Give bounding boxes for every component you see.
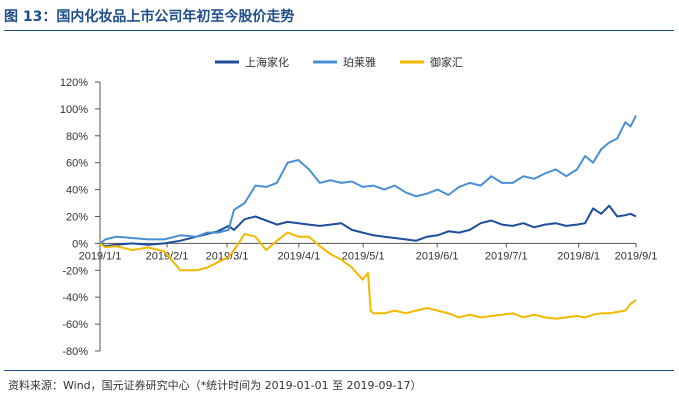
x-tick-label: 2019/3/1 (206, 250, 249, 262)
y-axis: 120% 100% 80% 60% 40% 20% 0% -20% -40% -60% -80% (60, 77, 101, 358)
x-tick-label: 2019/9/1 (615, 250, 658, 262)
source-note: 资料来源：Wind，国元证券研究中心（*统计时间为 2019-01-01 至 2… (8, 379, 422, 392)
x-tick-label: 2019/1/1 (79, 250, 122, 262)
series-line-御家汇 (99, 231, 637, 320)
x-tick-label: 2019/6/1 (416, 250, 459, 262)
x-tick-label: 2019/8/1 (557, 250, 600, 262)
x-tick-label: 2019/7/1 (485, 250, 528, 262)
legend-label: 上海家化 (245, 55, 289, 69)
series-line-上海家化 (99, 204, 637, 248)
footer-divider (4, 370, 674, 371)
chart-legend: 上海家化 珀莱雅 御家汇 (215, 55, 463, 69)
y-tick-label: 80% (66, 131, 88, 143)
x-axis: 2019/1/1 2019/2/1 2019/3/1 2019/4/1 2019/5/1… (79, 242, 658, 262)
x-tick-label: 2019/2/1 (146, 250, 189, 262)
x-tick-label: 2019/4/1 (277, 250, 320, 262)
y-tick-label: 40% (66, 185, 88, 197)
y-tick-label: -60% (62, 319, 88, 331)
y-tick-label: -40% (62, 292, 88, 304)
y-tick-label: -80% (62, 346, 88, 358)
series-line-珀莱雅 (99, 115, 637, 245)
y-tick-label: -20% (62, 265, 88, 277)
y-tick-label: 120% (60, 77, 88, 89)
y-tick-label: 20% (66, 212, 88, 224)
figure-title: 图 13：国内化妆品上市公司年初至今股价走势 (4, 9, 295, 25)
x-tick-label: 2019/5/1 (342, 250, 385, 262)
legend-label: 珀莱雅 (343, 55, 376, 69)
title-divider (4, 30, 674, 31)
chart-series (99, 115, 637, 320)
y-tick-label: 60% (66, 158, 88, 170)
legend-label: 御家汇 (430, 55, 463, 69)
y-tick-label: 0% (72, 238, 88, 250)
y-tick-label: 100% (60, 104, 88, 116)
